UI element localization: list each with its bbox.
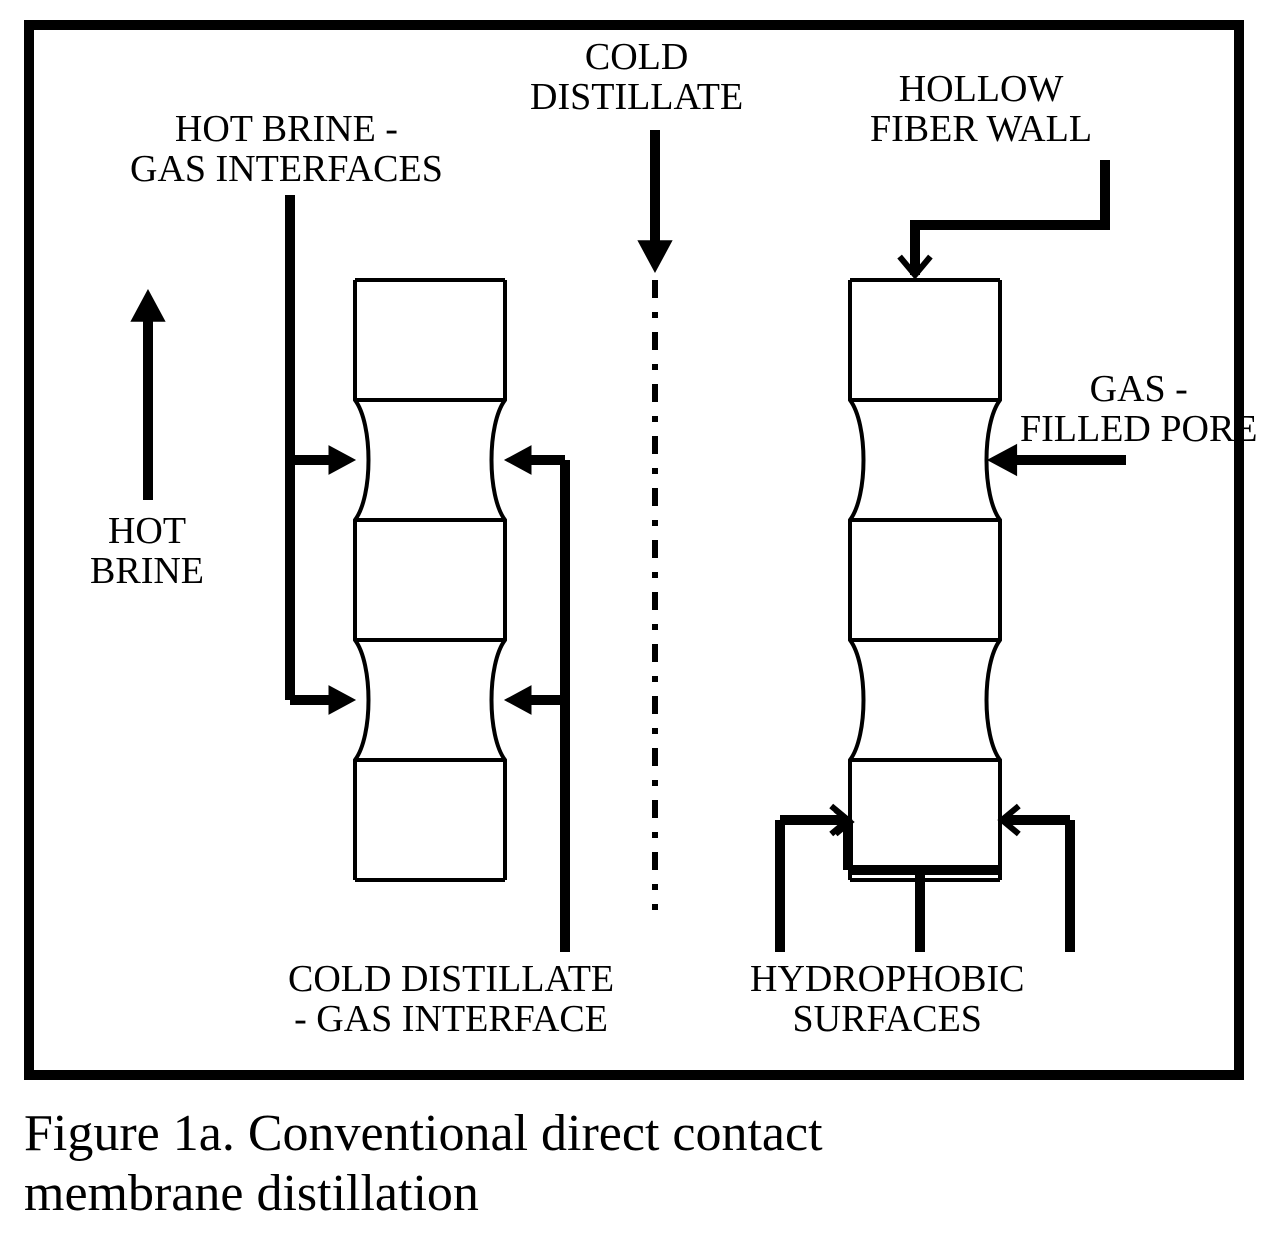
figure-caption: Figure 1a. Conventional direct contact m… — [24, 1104, 823, 1224]
label-cold-dist-gas-int: COLD DISTILLATE - GAS INTERFACE — [288, 960, 614, 1040]
label-hot-brine: HOT BRINE — [90, 512, 204, 592]
label-hydrophobic: HYDROPHOBIC SURFACES — [750, 960, 1024, 1040]
label-hot-brine-interfaces: HOT BRINE - GAS INTERFACES — [130, 110, 443, 190]
label-hollow-fiber-wall: HOLLOW FIBER WALL — [870, 70, 1092, 150]
label-cold-distillate: COLD DISTILLATE — [530, 38, 743, 118]
label-gas-filled-pore: GAS - FILLED PORE — [1020, 370, 1258, 450]
